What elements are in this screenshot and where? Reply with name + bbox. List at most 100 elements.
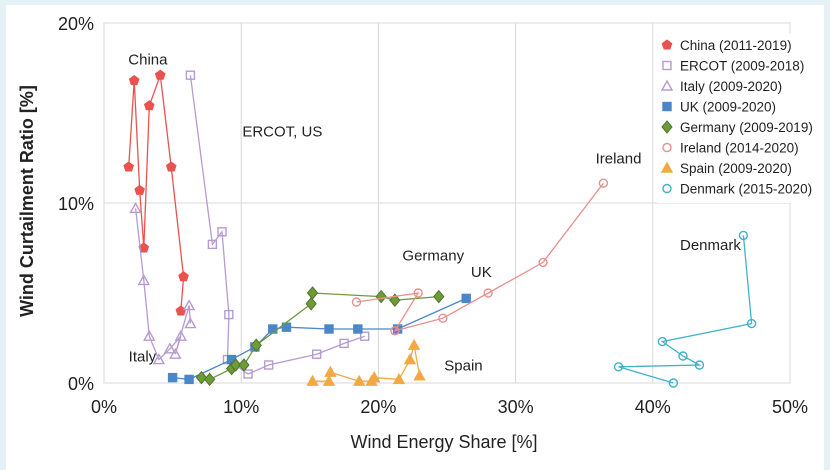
china-point bbox=[165, 161, 177, 172]
legend-marker bbox=[662, 142, 672, 153]
italy-point bbox=[163, 342, 177, 354]
spain-point bbox=[403, 353, 417, 365]
denmark-point bbox=[738, 230, 749, 241]
x-axis-label: Wind Energy Share [%] bbox=[350, 432, 537, 452]
ercot-point bbox=[339, 338, 349, 349]
germany-point bbox=[203, 372, 216, 387]
legend-label: Ireland (2014-2020) bbox=[680, 141, 799, 156]
germany-point bbox=[195, 370, 208, 385]
ireland-point bbox=[438, 313, 448, 323]
ercot-point bbox=[217, 227, 227, 237]
ireland-point bbox=[390, 326, 400, 336]
denmark-point bbox=[613, 362, 624, 372]
spain-point bbox=[306, 374, 319, 386]
china-point bbox=[154, 69, 166, 80]
china-point bbox=[178, 271, 189, 282]
annotation-ireland: Ireland bbox=[596, 150, 642, 167]
y-tick-label: 0% bbox=[68, 374, 94, 394]
spain-point bbox=[413, 369, 426, 381]
frame-edge-right bbox=[824, 0, 830, 470]
denmark-point bbox=[694, 360, 705, 370]
legend-marker bbox=[661, 120, 673, 134]
x-tick-label: 30% bbox=[498, 397, 534, 417]
annotation-denmark: Denmark bbox=[680, 237, 741, 254]
legend-item-china: China (2011-2019) bbox=[661, 38, 792, 53]
ercot-point bbox=[311, 349, 322, 359]
denmark-point bbox=[746, 318, 757, 329]
ireland-point bbox=[598, 178, 609, 188]
series-ireland bbox=[351, 178, 609, 336]
ercot-point bbox=[185, 70, 196, 80]
ercot-point bbox=[359, 331, 370, 341]
annotation-china: China bbox=[128, 51, 168, 68]
series-denmark bbox=[613, 230, 757, 388]
uk-point bbox=[268, 324, 278, 334]
denmark-point bbox=[668, 378, 679, 388]
italy-point bbox=[152, 353, 166, 365]
x-tick-label: 20% bbox=[360, 397, 396, 417]
frame-edge-top bbox=[0, 0, 830, 5]
spain-point bbox=[392, 372, 406, 385]
legend-marker bbox=[660, 161, 674, 173]
china-point bbox=[134, 184, 145, 195]
annotation-italy: Italy bbox=[129, 348, 157, 365]
china-point bbox=[123, 161, 135, 172]
series-china bbox=[123, 69, 189, 316]
germany-point bbox=[238, 358, 250, 372]
x-tick-label: 0% bbox=[91, 397, 117, 417]
legend-item-spain: Spain (2009-2020) bbox=[660, 161, 792, 176]
ercot-point bbox=[207, 239, 218, 250]
uk-point bbox=[353, 324, 363, 334]
italy-point bbox=[129, 201, 142, 214]
annotation-uk: UK bbox=[471, 264, 492, 281]
italy-point bbox=[169, 347, 182, 359]
legend-label: Denmark (2015-2020) bbox=[680, 182, 812, 197]
legend-marker bbox=[662, 101, 672, 112]
x-tick-label: 40% bbox=[635, 397, 671, 417]
germany-point bbox=[250, 338, 262, 352]
ireland-point bbox=[413, 288, 423, 298]
x-tick-label: 10% bbox=[223, 397, 259, 417]
spain-point bbox=[368, 371, 381, 383]
italy-point bbox=[137, 273, 150, 286]
y-tick-label: 10% bbox=[58, 194, 94, 214]
legend-marker bbox=[662, 183, 672, 194]
germany-point bbox=[306, 286, 319, 300]
legend-label: ERCOT (2009-2018) bbox=[680, 59, 804, 74]
uk-point bbox=[184, 374, 194, 385]
annotation-spain: Spain bbox=[444, 357, 482, 374]
series-layer bbox=[123, 69, 757, 388]
y-tick-label: 20% bbox=[58, 14, 94, 34]
ercot-point bbox=[224, 309, 234, 320]
legend-item-ercot: ERCOT (2009-2018) bbox=[662, 59, 804, 74]
germany-point bbox=[375, 289, 387, 304]
legend-label: China (2011-2019) bbox=[680, 38, 792, 53]
annotation-ercot-us: ERCOT, US bbox=[242, 123, 322, 140]
annotation-germany: Germany bbox=[402, 248, 464, 265]
x-tick-label: 50% bbox=[772, 397, 808, 417]
spain-point bbox=[322, 374, 336, 386]
denmark-point bbox=[657, 336, 668, 347]
legend-marker bbox=[661, 39, 673, 50]
legend-box bbox=[657, 33, 807, 203]
spain-point bbox=[324, 365, 337, 377]
germany-point bbox=[305, 297, 317, 311]
italy-point bbox=[174, 329, 188, 341]
series-spain bbox=[306, 338, 426, 386]
series-italy bbox=[129, 201, 197, 365]
ercot-point bbox=[243, 369, 253, 379]
denmark-point bbox=[678, 351, 688, 361]
germany-point bbox=[230, 358, 242, 372]
legend-item-uk: UK (2009-2020) bbox=[662, 100, 776, 115]
legend-label: Spain (2009-2020) bbox=[680, 161, 792, 176]
uk-point bbox=[324, 324, 334, 334]
italy-point bbox=[143, 329, 156, 341]
italy-point bbox=[182, 299, 196, 311]
frame-edge-left bbox=[0, 0, 6, 470]
ireland-point bbox=[483, 288, 493, 298]
germany-point bbox=[433, 289, 445, 304]
italy-point bbox=[184, 317, 197, 329]
legend-item-italy: Italy (2009-2020) bbox=[660, 79, 782, 94]
china-point bbox=[143, 100, 155, 111]
axis-layer: 0% 10% 20% 30% 40% 50% 0% 10% 20% bbox=[58, 14, 808, 417]
